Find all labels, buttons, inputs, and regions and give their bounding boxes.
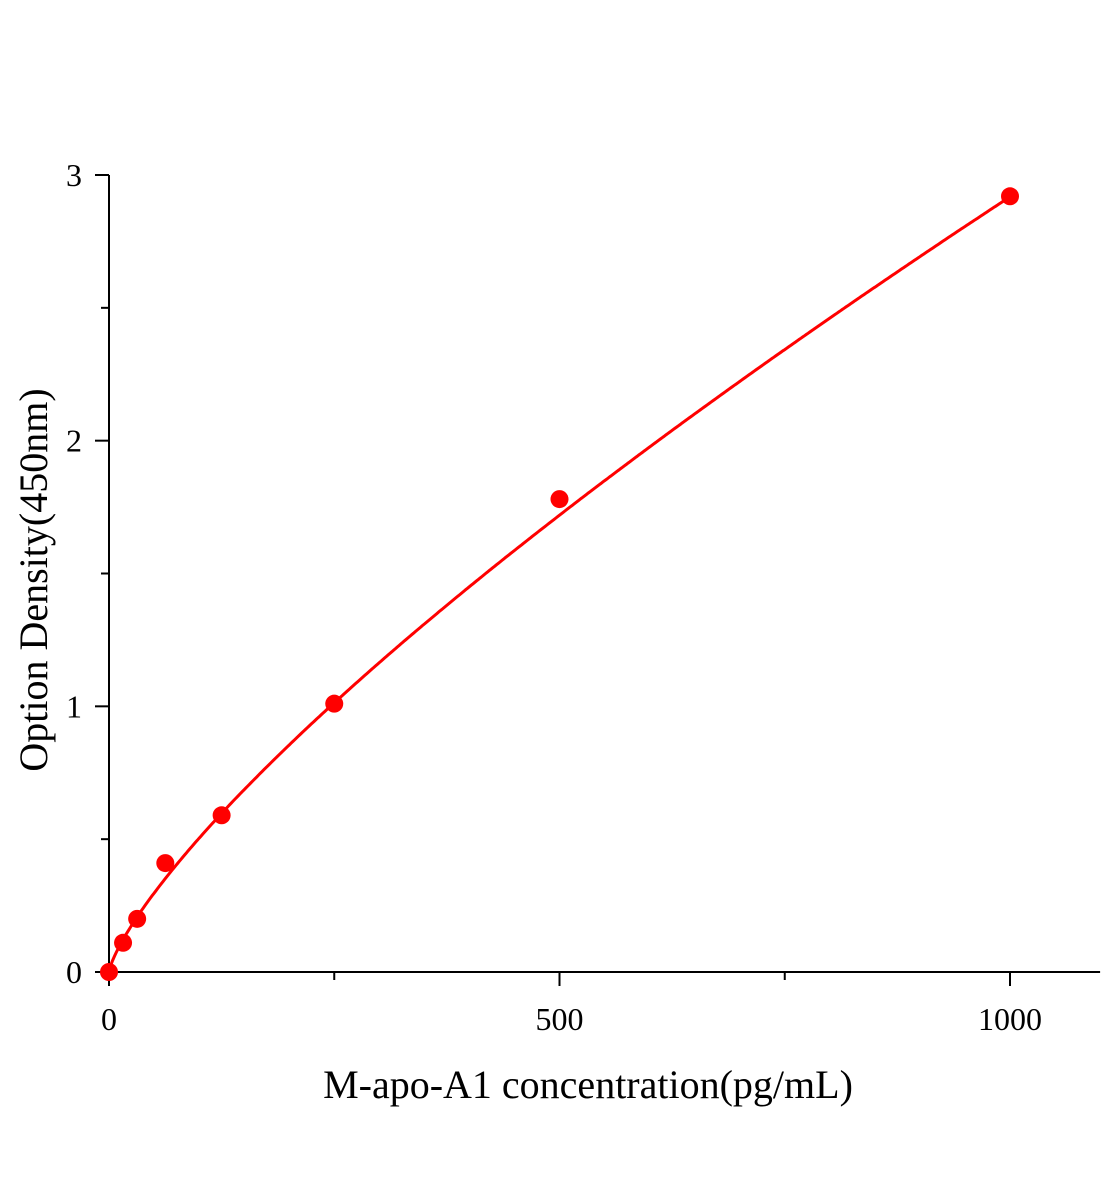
y-tick-label: 1 xyxy=(66,688,82,724)
y-tick-label: 2 xyxy=(66,423,82,459)
fit-curve xyxy=(107,195,1011,973)
x-axis-label: M-apo-A1 concentration(pg/mL) xyxy=(323,1062,853,1107)
data-point xyxy=(156,854,175,873)
y-axis-label: Option Density(450nm) xyxy=(11,388,56,771)
x-tick-label: 0 xyxy=(101,1001,117,1037)
data-point xyxy=(128,909,147,928)
y-tick-label: 0 xyxy=(66,954,82,990)
x-tick-label: 500 xyxy=(536,1001,584,1037)
data-points xyxy=(100,187,1019,981)
y-tick-label: 3 xyxy=(66,157,82,193)
data-point xyxy=(212,806,231,825)
x-tick-label: 1000 xyxy=(978,1001,1042,1037)
data-point xyxy=(550,490,569,509)
data-point xyxy=(114,933,133,952)
axes: 0 500 1000 0 1 2 3 xyxy=(66,157,1101,1037)
data-point xyxy=(1001,187,1019,206)
data-point xyxy=(100,963,118,981)
data-point xyxy=(325,694,344,713)
